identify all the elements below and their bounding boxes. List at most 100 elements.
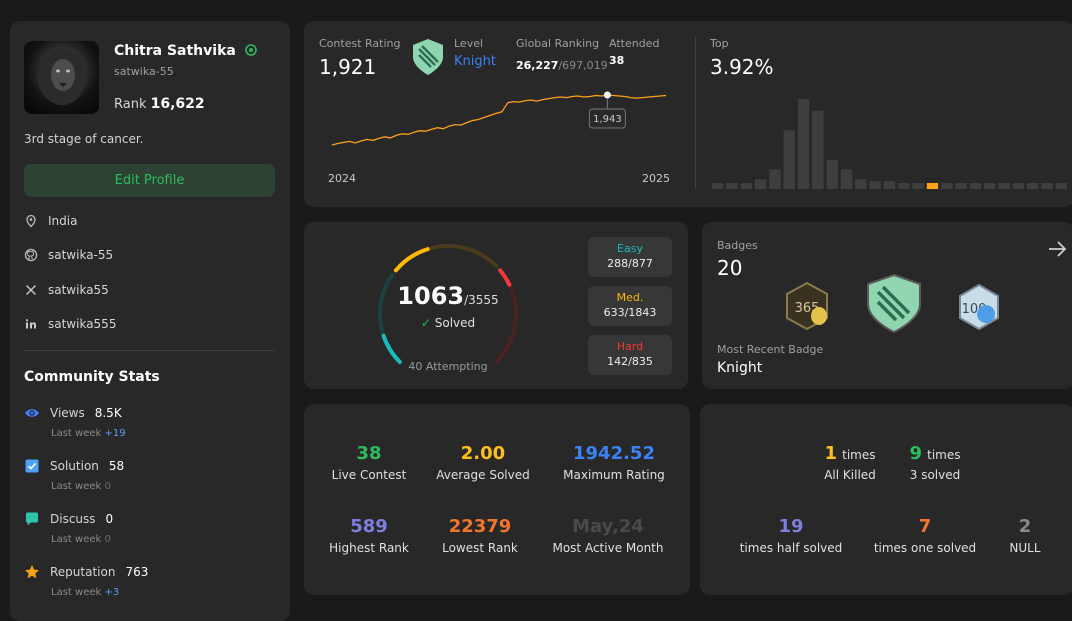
null-label: NULL: [1009, 541, 1041, 555]
star-icon: [25, 565, 39, 579]
views-delta: +19: [104, 428, 126, 439]
three-solved-stat: 9 times 3 solved: [870, 443, 1000, 482]
lion-image: [38, 49, 86, 105]
profile-name-text: Chitra Sathvika: [114, 43, 236, 59]
linkedin-icon: [25, 319, 36, 329]
twitter-link[interactable]: satwika55: [48, 283, 109, 297]
solved-number: 1063: [397, 282, 465, 310]
three-solved-unit: times: [927, 448, 961, 462]
distribution-bar[interactable]: [969, 183, 982, 189]
badge-365-days-icon[interactable]: 365: [781, 280, 833, 332]
profile-rank: Rank 16,622: [114, 96, 205, 112]
distribution-bar[interactable]: [812, 110, 824, 189]
all-killed-label: All Killed: [824, 468, 876, 482]
highest-rank-label: Highest Rank: [329, 541, 409, 555]
solve-frequency-card: 1 times All Killed 9 times 3 solved 19 t…: [700, 404, 1072, 595]
solution-value: 58: [108, 459, 125, 473]
sidebar-divider: [24, 350, 275, 351]
global-rank-number: 26,227: [516, 59, 559, 72]
live-contest-label: Live Contest: [331, 468, 407, 482]
distribution-bar[interactable]: [912, 183, 924, 189]
distribution-bar[interactable]: [955, 183, 967, 189]
easy-box[interactable]: Easy 288/877: [588, 237, 672, 277]
distribution-bar[interactable]: [998, 183, 1010, 189]
distribution-bar[interactable]: [712, 183, 724, 189]
easy-count: 288/877: [607, 257, 653, 270]
avatar[interactable]: [24, 41, 99, 114]
solution-sub-label: Last week: [51, 481, 102, 492]
distribution-bar[interactable]: [869, 181, 881, 189]
distribution-bar[interactable]: [855, 179, 867, 189]
distribution-bar[interactable]: [769, 169, 781, 189]
lowest-rank-label: Lowest Rank: [442, 541, 518, 555]
location-pin-icon: [26, 214, 36, 228]
highest-rank-value: 589: [350, 516, 388, 537]
distribution-bar[interactable]: [740, 183, 752, 189]
x-twitter-icon: [26, 285, 36, 295]
top-label: Top: [710, 37, 729, 50]
distribution-bar[interactable]: [1055, 183, 1067, 189]
profile-name: Chitra Sathvika: [114, 43, 257, 59]
rating-distribution-chart[interactable]: [712, 91, 1067, 191]
distribution-bar[interactable]: [883, 181, 896, 189]
reputation-label: Reputation: [50, 565, 116, 579]
distribution-bar[interactable]: [726, 183, 738, 189]
distribution-bar[interactable]: [797, 99, 810, 189]
distribution-bar[interactable]: [898, 183, 910, 189]
reputation-sub-label: Last week: [51, 587, 102, 598]
level-value: Knight: [454, 54, 496, 69]
distribution-bar[interactable]: [1041, 183, 1053, 189]
contest-rating-label: Contest Rating: [319, 37, 401, 50]
distribution-bar[interactable]: [840, 169, 853, 189]
badge-knight-icon[interactable]: [862, 272, 926, 336]
badge-100-days-icon[interactable]: 100: [954, 282, 1004, 332]
live-contest-stat: 38 Live Contest: [304, 443, 434, 482]
attended-value: 38: [609, 54, 625, 67]
distribution-bar[interactable]: [755, 179, 767, 189]
distribution-bar[interactable]: [1012, 183, 1024, 189]
medium-box[interactable]: Med. 633/1843: [588, 286, 672, 326]
linkedin-row[interactable]: satwika555: [24, 317, 116, 331]
distribution-bar[interactable]: [941, 183, 953, 189]
distribution-bar[interactable]: [826, 159, 838, 189]
rating-history-chart[interactable]: 1,943: [304, 21, 704, 207]
solved-progress-ring[interactable]: [368, 236, 528, 378]
all-killed-value: 1: [824, 443, 838, 464]
github-link[interactable]: satwika-55: [48, 248, 114, 262]
profile-sidebar: Chitra Sathvika satwika-55 Rank 16,622 3…: [10, 21, 290, 621]
contest-stats-card: 38 Live Contest 2.00 Average Solved 1942…: [304, 404, 690, 595]
null-value: 2: [1018, 516, 1032, 537]
solution-delta: 0: [104, 481, 111, 492]
global-ranking-label: Global Ranking: [516, 37, 600, 50]
hard-box[interactable]: Hard 142/835: [588, 335, 672, 375]
lowest-rank-value: 22379: [448, 516, 512, 537]
rating-current-point[interactable]: [603, 91, 611, 99]
stat-solution: Solution 58: [24, 458, 124, 474]
arrow-right-icon[interactable]: [1046, 238, 1068, 260]
easy-progress-arc: [381, 333, 402, 365]
distribution-bar[interactable]: [984, 183, 996, 189]
most-active-month-stat: May,24 Most Active Month: [543, 516, 673, 555]
distribution-bar[interactable]: [926, 183, 939, 189]
verified-icon: [244, 44, 257, 56]
solution-label: Solution: [50, 459, 99, 473]
contest-rating-card: Contest Rating 1,921 Level Knight Global…: [304, 21, 1072, 207]
global-ranking-value: 26,227/697,019: [516, 54, 608, 73]
rating-tooltip-box: [588, 108, 626, 129]
twitter-row[interactable]: satwika55: [24, 283, 109, 297]
reputation-delta: +3: [104, 587, 120, 598]
edit-profile-button[interactable]: Edit Profile: [24, 164, 275, 197]
distribution-bar[interactable]: [1027, 183, 1039, 189]
linkedin-link[interactable]: satwika555: [48, 317, 117, 331]
most-recent-badge-value: Knight: [717, 360, 763, 376]
one-solved-value: 7: [918, 516, 932, 537]
views-sub-label: Last week: [51, 428, 102, 439]
github-row[interactable]: satwika-55: [24, 248, 113, 262]
one-solved-label: times one solved: [873, 541, 977, 555]
community-stats-title: Community Stats: [24, 369, 160, 385]
solved-label-row: ✓ Solved: [368, 316, 528, 330]
contest-divider: [695, 37, 696, 189]
solved-count: 1063/3555: [368, 282, 528, 310]
distribution-bar[interactable]: [783, 130, 795, 189]
three-solved-label: 3 solved: [909, 468, 961, 482]
